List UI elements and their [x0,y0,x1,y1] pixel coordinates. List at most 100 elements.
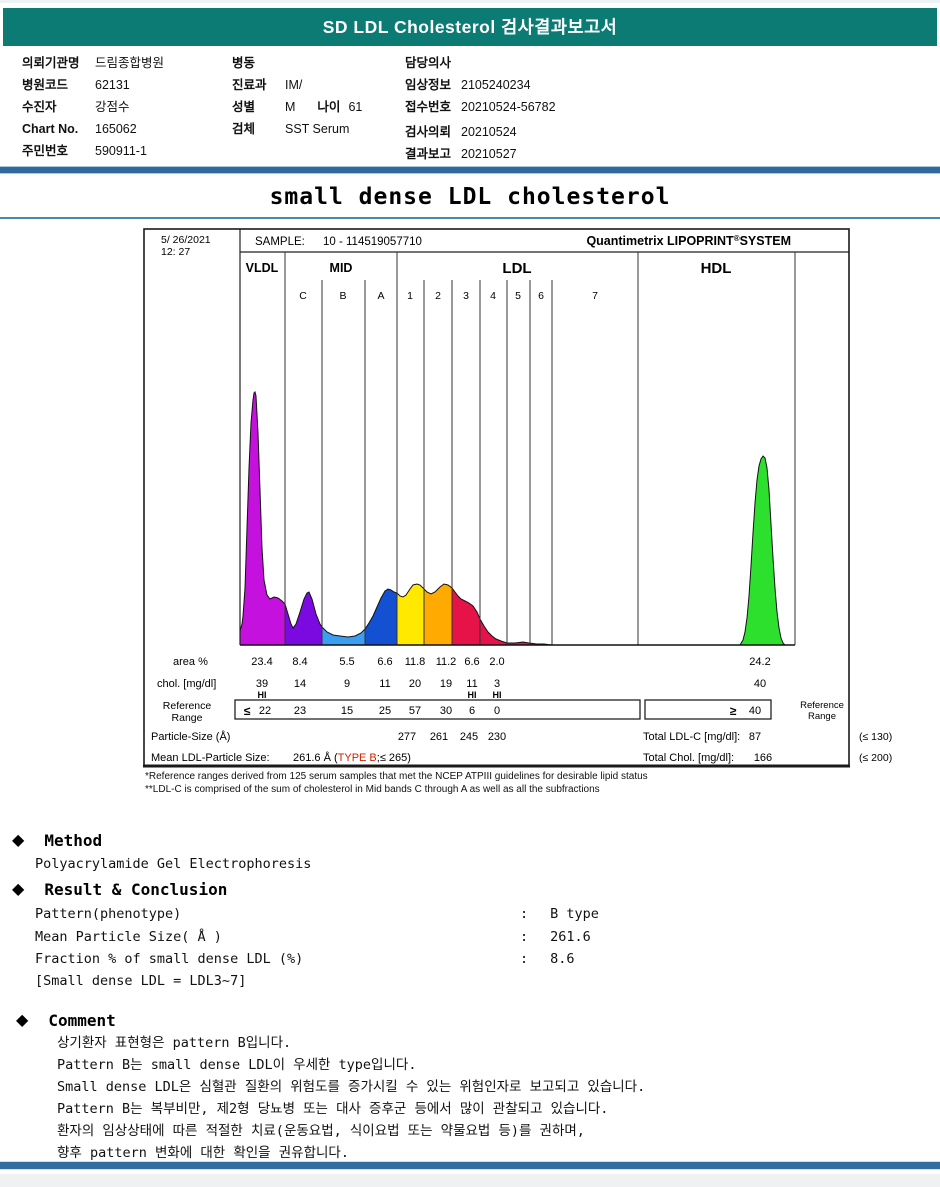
band-boundary-lines [284,252,796,645]
result-label: Mean Particle Size( Å ) [35,929,222,945]
svg-text:245: 245 [460,731,478,743]
band-label-hdl: HDL [701,260,732,277]
svg-text:39: 39 [256,678,268,690]
info-row: 병원코드 62131 [22,74,164,96]
svg-text:HI: HI [258,690,267,700]
band-label-ldl: LDL [502,260,531,277]
total-ldl-value: 87 [749,731,761,743]
total-chol-label: Total Chol. [mg/dl]: [643,752,734,764]
svg-text:6: 6 [538,290,544,302]
scan-date: 5/ 26/2021 [161,234,211,246]
svg-text:14: 14 [294,678,306,690]
patient-info-middle: 병동 진료과 IM/ 성별 M 나이 61 검체 SST Serum [232,52,362,140]
info-label: 의뢰기관명 [22,56,80,70]
svg-text:8.4: 8.4 [292,656,307,668]
svg-text:11: 11 [466,678,477,690]
footnote-2: **LDL-C is comprised of the sum of chole… [145,783,600,795]
sample-value: 10 - 114519057710 [323,236,422,248]
method-header-text: Method [44,830,103,850]
result-value: 261.6 [550,929,591,945]
svg-text:4: 4 [490,290,496,302]
info-row: 결과보고 20210527 [405,143,556,165]
total-chol-value: 166 [754,752,772,764]
top-edge-strip [0,0,940,3]
svg-text:23.4: 23.4 [251,656,272,668]
result-colon: : [520,951,529,967]
svg-text:B: B [339,290,346,302]
result-note: [Small dense LDL = LDL3~7] [35,973,247,989]
result-colon: : [520,906,529,922]
info-value: 590911-1 [95,144,147,158]
comment-line: 환자의 임상상태에 따른 적절한 치료(운동요법, 식이요법 또는 약물요법 등… [57,1123,585,1139]
svg-text:0: 0 [494,705,500,717]
total-ldl-label: Total LDL-C [mg/dl]: [643,731,740,743]
svg-text:6.6: 6.6 [464,656,479,668]
particle-values: 277 261 245 230 [398,731,506,743]
report-title: SD LDL Cholesterol 검사결과보고서 [322,17,618,37]
svg-text:23: 23 [294,705,306,717]
svg-text:HI: HI [493,690,502,700]
ldl3-tail-fill [452,588,552,645]
area-row-label: area % [173,656,208,668]
svg-text:25: 25 [379,705,391,717]
svg-text:24.2: 24.2 [749,656,770,668]
svg-text:261: 261 [430,731,448,743]
info-value: 강점수 [95,100,130,114]
comment-header-text: Comment [48,1010,116,1030]
info-value: IM/ [285,78,303,92]
mid-c-fill [285,592,322,645]
info-label: 검체 [232,122,256,136]
svg-text:5: 5 [515,290,521,302]
info-label: 접수번호 [405,100,452,114]
info-label: 진료과 [232,78,267,92]
svg-text:22: 22 [259,705,271,717]
band-label-mid: MID [330,261,353,275]
ref-hdl-value: 40 [749,705,761,717]
info-value: 2105240234 [461,78,531,92]
info-label: 주민번호 [22,144,69,158]
mean-value: 261.6 Å (TYPE B;≤ 265) [293,751,411,764]
svg-text:HI: HI [468,690,477,700]
info-label: Chart No. [22,122,79,136]
svg-text:6.6: 6.6 [377,656,392,668]
info-value: 20210524 [461,125,517,139]
leq-sign: ≤ [244,704,251,718]
diamond-bullet-icon: ◆ [16,1012,29,1029]
result-label: Fraction % of small dense LDL (%) [35,951,304,967]
hi-flags: HI HI HI [258,690,502,700]
info-value: SST Serum [285,122,350,136]
info-row: 수진자 강점수 [22,96,164,118]
scan-time: 12: 27 [161,246,190,258]
svg-text:2: 2 [435,290,441,302]
result-value: B type [550,906,599,922]
comment-line: Pattern B는 복부비만, 제2형 당뇨병 또는 대사 증후군 등에서 많… [57,1101,609,1117]
svg-text:57: 57 [409,705,421,717]
svg-text:A: A [377,290,384,302]
bottom-rule-light-bottom [0,1169,940,1170]
info-row: 접수번호 20210524-56782 [405,96,556,118]
info-row: 진료과 IM/ [232,74,362,96]
svg-text:6: 6 [469,705,475,717]
svg-text:9: 9 [344,678,350,690]
result-value: 8.6 [550,951,575,967]
svg-text:3: 3 [463,290,469,302]
hdl-fill [740,456,785,645]
footer-strip [0,1174,940,1187]
info-row: 의뢰기관명 드림종합병원 [22,52,164,74]
info-value: 62131 [95,78,130,92]
svg-text:11.8: 11.8 [405,656,426,668]
info-value: M [285,100,296,114]
svg-text:15: 15 [341,705,353,717]
svg-text:20: 20 [409,678,421,690]
result-header: ◆ Result & Conclusion [12,879,227,899]
svg-text:2.0: 2.0 [489,656,504,668]
info-row: 성별 M 나이 61 [232,96,362,118]
result-row: Mean Particle Size( Å ): 261.6 [35,929,591,945]
lipoprint-figure: 5/ 26/2021 12: 27 SAMPLE: 10 - 114519057… [143,228,940,773]
result-row: Pattern(phenotype): B type [35,906,599,922]
section-divider-bar [0,166,940,174]
report-title-bar: SD LDL Cholesterol 검사결과보고서 [3,8,937,46]
comment-header: ◆ Comment [16,1010,116,1030]
figure-footnotes: *Reference ranges derived from 125 serum… [145,771,648,796]
